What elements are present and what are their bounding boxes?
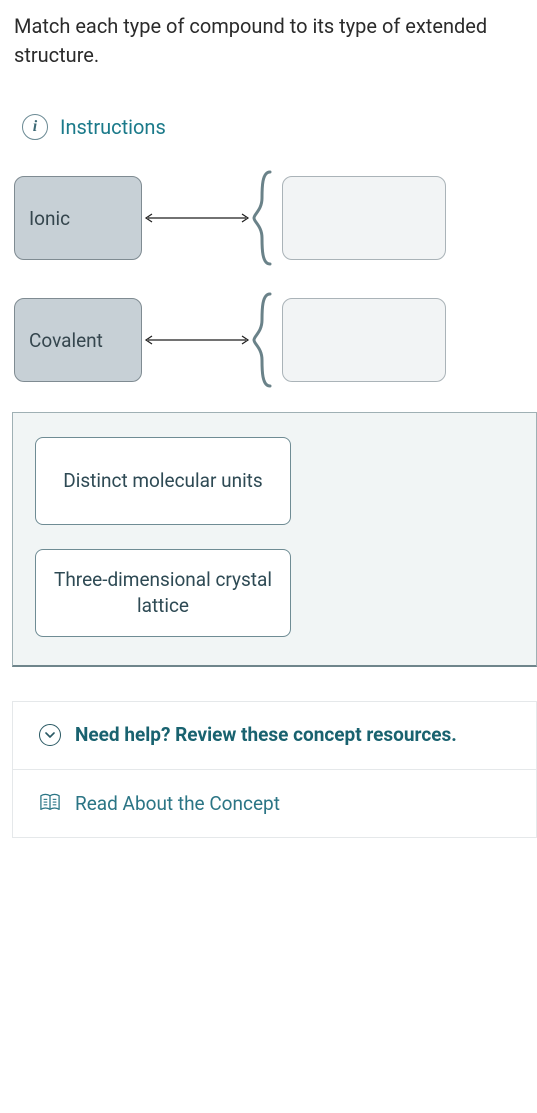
options-panel: Distinct molecular units Three-dimension… <box>12 412 537 667</box>
source-box-covalent: Covalent <box>14 298 142 382</box>
help-panel: Need help? Review these concept resource… <box>12 701 537 838</box>
question-text: Match each type of compound to its type … <box>14 12 523 70</box>
drop-zone[interactable] <box>282 176 446 260</box>
read-concept-label: Read About the Concept <box>75 792 280 815</box>
source-label: Covalent <box>29 329 103 352</box>
chevron-down-icon <box>39 724 61 746</box>
instructions-label: Instructions <box>60 115 166 139</box>
option-card[interactable]: Three-dimensional crystal lattice <box>35 549 291 637</box>
match-arrow <box>142 211 252 225</box>
match-arrow <box>142 333 252 347</box>
help-toggle[interactable]: Need help? Review these concept resource… <box>13 702 536 770</box>
match-row: Ionic <box>14 168 523 268</box>
brace-icon <box>252 168 276 268</box>
book-icon <box>39 793 61 813</box>
option-card[interactable]: Distinct molecular units <box>35 437 291 525</box>
instructions-button[interactable]: i Instructions <box>22 114 523 140</box>
read-concept-link[interactable]: Read About the Concept <box>13 770 536 837</box>
option-label: Distinct molecular units <box>63 468 262 494</box>
drop-zone[interactable] <box>282 298 446 382</box>
source-label: Ionic <box>29 207 70 230</box>
source-box-ionic: Ionic <box>14 176 142 260</box>
option-label: Three-dimensional crystal lattice <box>54 567 272 618</box>
brace-icon <box>252 290 276 390</box>
match-row: Covalent <box>14 290 523 390</box>
info-icon: i <box>22 114 48 140</box>
help-title: Need help? Review these concept resource… <box>75 722 457 749</box>
